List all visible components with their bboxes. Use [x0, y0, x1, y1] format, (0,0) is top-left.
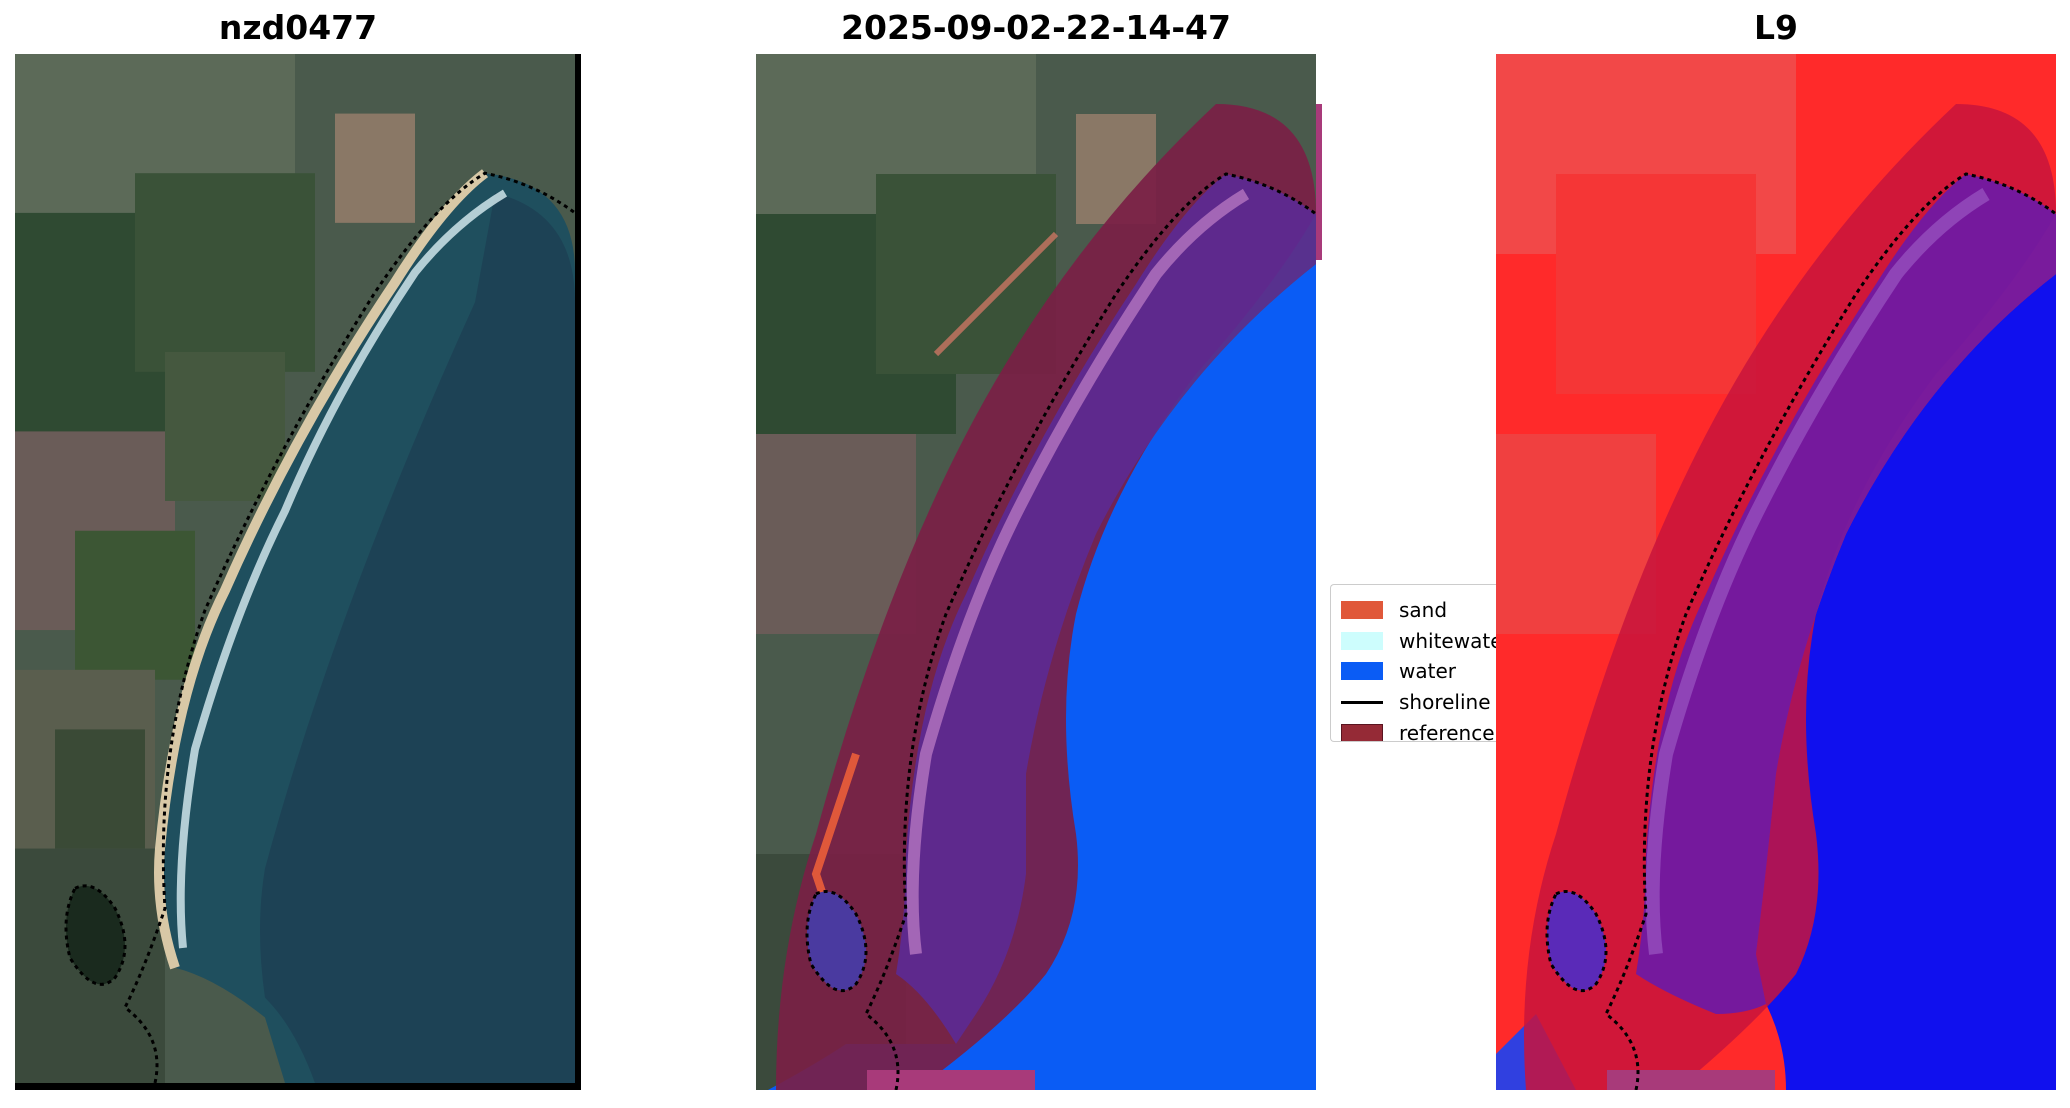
legend-line-shoreline	[1341, 700, 1383, 704]
legend: sand whitewater water shoreline referenc…	[1330, 584, 1496, 742]
legend-item-shoreline: shoreline	[1341, 689, 1491, 715]
legend-swatch-sand	[1341, 601, 1383, 619]
satellite-image	[15, 54, 575, 1083]
reference-band-edge	[1316, 104, 1322, 260]
legend-label: shoreline	[1399, 690, 1491, 714]
satellite-image-panel	[15, 54, 581, 1090]
legend-item-water: water	[1341, 658, 1456, 684]
legend-item-whitewater: whitewater	[1341, 628, 1496, 654]
panel-title-classification: 2025-09-02-22-14-47	[841, 8, 1231, 47]
legend-swatch-water	[1341, 662, 1383, 680]
legend-label: whitewater	[1399, 629, 1496, 653]
legend-label: sand	[1399, 598, 1448, 622]
classification-panel	[756, 54, 1316, 1090]
legend-swatch-reference	[1341, 724, 1383, 741]
classification-map	[756, 54, 1316, 1090]
legend-item-reference: reference	[1341, 720, 1495, 742]
legend-item-sand: sand	[1341, 597, 1447, 623]
index-panel	[1496, 54, 2056, 1090]
legend-label: reference	[1399, 721, 1495, 742]
panel-title-index: L9	[1754, 8, 1798, 47]
index-map	[1496, 54, 2056, 1090]
legend-swatch-whitewater	[1341, 632, 1383, 650]
panel-title-satellite: nzd0477	[218, 8, 378, 47]
legend-label: water	[1399, 659, 1456, 683]
